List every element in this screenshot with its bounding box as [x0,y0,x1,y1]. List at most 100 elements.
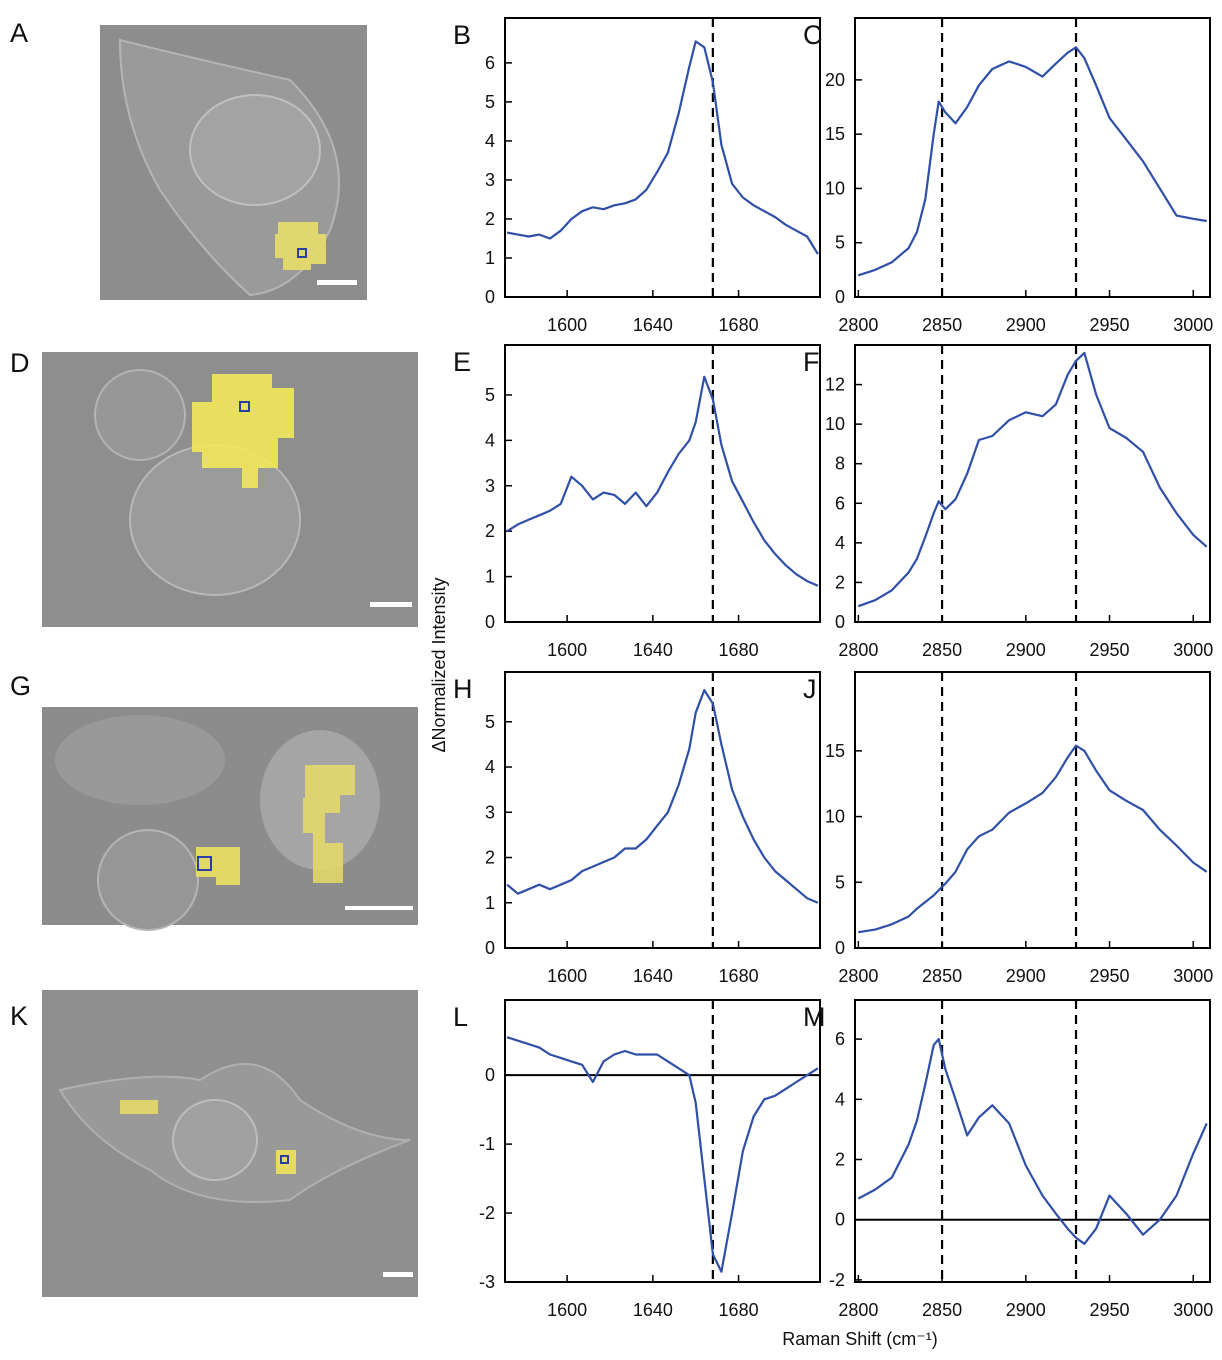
y-tick-label: 10 [825,178,845,198]
plot-frame [854,17,1211,298]
y-tick-label: 3 [485,170,495,190]
y-tick-label: 2 [485,521,495,541]
x-tick-label: 1600 [547,640,587,660]
y-tick-label: 5 [485,712,495,732]
x-tick-label: 1640 [633,966,673,986]
x-tick-label: 2950 [1090,640,1130,660]
y-tick-label: 8 [835,454,845,474]
micrograph [42,990,418,1297]
micrograph [42,352,418,627]
y-tick-label: 3 [485,802,495,822]
y-tick-label: 2 [485,848,495,868]
x-tick-label: 1680 [719,966,759,986]
panel-label: J [803,674,817,704]
panel-label: C [803,20,823,50]
y-tick-label: 1 [485,893,495,913]
panel-label: E [453,347,471,377]
y-tick-label: 6 [835,493,845,513]
y-tick-label: 0 [485,938,495,958]
plot-frame [854,671,1211,949]
plot-frame [854,344,1211,623]
x-tick-label: 2900 [1006,1300,1046,1320]
y-tick-label: 5 [835,233,845,253]
y-tick-label: 0 [835,287,845,307]
micrograph [42,707,418,931]
y-tick-label: 10 [825,414,845,434]
x-tick-label: 2900 [1006,640,1046,660]
y-tick-label: 0 [835,1210,845,1230]
panel-label: A [10,18,28,48]
x-tick-label: 2800 [838,315,878,335]
y-tick-label: 0 [485,612,495,632]
x-tick-label: 2950 [1090,966,1130,986]
x-tick-label: 2800 [838,1300,878,1320]
y-tick-label: 5 [835,872,845,892]
spectrum-line [858,744,1208,934]
x-tick-label: 2950 [1090,1300,1130,1320]
spectrum-line [506,1036,819,1273]
y-tick-label: 1 [485,248,495,268]
panel-label: D [10,348,30,378]
panel-label: K [10,1001,28,1031]
spectrum-line [506,689,819,904]
x-tick-label: 2800 [838,640,878,660]
y-tick-label: 4 [835,1089,845,1109]
panel-label: G [10,671,31,701]
x-tick-label: 1600 [547,1300,587,1320]
x-tick-label: 2850 [922,1300,962,1320]
y-tick-label: 0 [835,938,845,958]
panel-label: F [803,347,820,377]
x-tick-label: 1640 [633,1300,673,1320]
y-tick-label: 0 [485,1065,495,1085]
spectrum-line [857,351,1208,608]
x-tick-label: 1600 [547,966,587,986]
x-tick-label: 2850 [922,315,962,335]
plot-frame [504,17,821,298]
y-axis-title: ΔNormalized Intensity [429,577,449,752]
plot-frame [504,671,821,949]
x-axis-title: Raman Shift (cm⁻¹) [782,1329,938,1349]
x-tick-label: 2900 [1006,966,1046,986]
spectrum-line [506,375,819,587]
spectrum-line [857,46,1207,277]
plot-frame [504,344,821,623]
x-tick-label: 1640 [633,315,673,335]
micrograph [100,25,367,300]
x-tick-label: 3000 [1173,315,1213,335]
y-tick-label: -2 [479,1203,495,1223]
x-tick-label: 2800 [838,966,878,986]
x-tick-label: 3000 [1173,640,1213,660]
y-tick-label: 0 [835,612,845,632]
panel-label: H [453,674,473,704]
y-tick-label: -3 [479,1272,495,1292]
y-tick-label: 3 [485,476,495,496]
plot-frame [504,999,821,1283]
y-tick-label: 4 [835,533,845,553]
x-tick-label: 3000 [1173,1300,1213,1320]
y-tick-label: 15 [825,124,845,144]
y-tick-label: 4 [485,757,495,777]
y-tick-label: 4 [485,430,495,450]
y-tick-label: 2 [485,209,495,229]
x-tick-label: 3000 [1173,966,1213,986]
x-tick-label: 2850 [922,966,962,986]
x-tick-label: 1600 [547,315,587,335]
plot-frame [854,999,1211,1283]
x-tick-label: 1680 [719,1300,759,1320]
y-tick-label: 0 [485,287,495,307]
y-tick-label: 2 [835,572,845,592]
x-tick-label: 2950 [1090,315,1130,335]
panel-label: L [453,1002,468,1032]
y-tick-label: 2 [835,1150,845,1170]
x-tick-label: 1680 [719,315,759,335]
y-tick-label: 6 [835,1029,845,1049]
spectrum-line [857,1038,1208,1245]
x-tick-label: 1640 [633,640,673,660]
y-tick-label: -1 [479,1134,495,1154]
y-tick-label: 12 [825,375,845,395]
x-tick-label: 1680 [719,640,759,660]
y-tick-label: -2 [829,1270,845,1290]
y-tick-label: 5 [485,92,495,112]
y-tick-label: 5 [485,385,495,405]
